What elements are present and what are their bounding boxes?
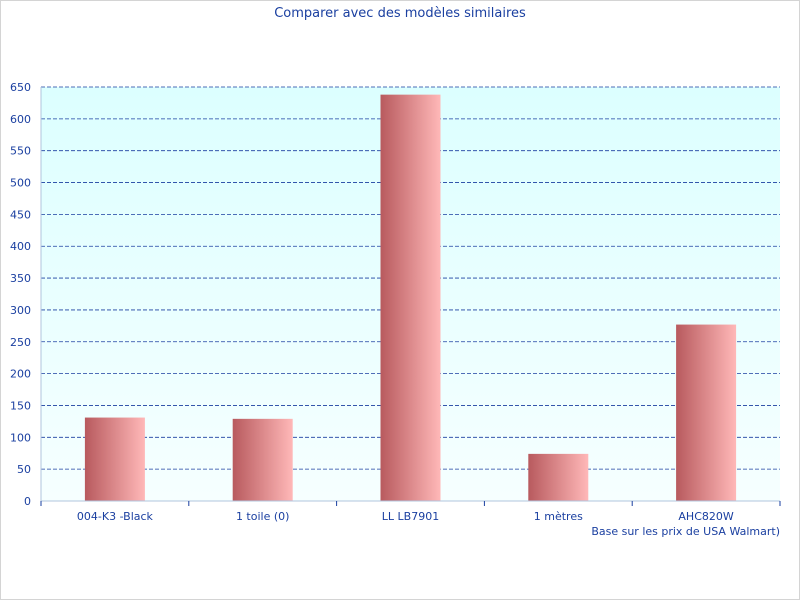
bars xyxy=(84,94,737,502)
y-tick-label: 100 xyxy=(10,431,31,444)
x-tick-label: AHC820W xyxy=(678,510,733,523)
y-tick-label: 200 xyxy=(10,368,31,381)
y-tick-label: 400 xyxy=(10,240,31,253)
y-tick-label: 650 xyxy=(10,81,31,94)
bar xyxy=(84,417,145,501)
y-tick-label: 450 xyxy=(10,208,31,221)
y-tick-label: 300 xyxy=(10,304,31,317)
x-tick-label: 1 mètres xyxy=(534,510,583,523)
x-axis-label: Base sur les prix de USA Walmart) xyxy=(591,525,780,538)
bar xyxy=(380,94,441,502)
x-tick-label: LL LB7901 xyxy=(382,510,439,523)
y-tick-label: 550 xyxy=(10,145,31,158)
bar xyxy=(676,324,737,501)
y-tick-label: 500 xyxy=(10,177,31,190)
bar xyxy=(528,453,589,501)
x-tick-label: 1 toile (0) xyxy=(236,510,290,523)
y-tick-label: 350 xyxy=(10,272,31,285)
x-tick-label: 004-K3 -Black xyxy=(77,510,154,523)
y-tick-label: 600 xyxy=(10,113,31,126)
bar xyxy=(232,418,293,501)
y-axis-ticks: 0 50 100 150 200 250 300 350 400 450 500 550 600 650 xyxy=(10,81,31,508)
y-tick-label: 250 xyxy=(10,336,31,349)
x-axis: 004-K3 -Black 1 toile (0) LL LB7901 1 mètre… xyxy=(40,87,781,523)
y-tick-label: 50 xyxy=(17,463,31,476)
y-tick-label: 150 xyxy=(10,399,31,412)
y-tick-label: 0 xyxy=(24,495,31,508)
chart-title: Comparer avec des modèles similaires xyxy=(274,6,526,21)
